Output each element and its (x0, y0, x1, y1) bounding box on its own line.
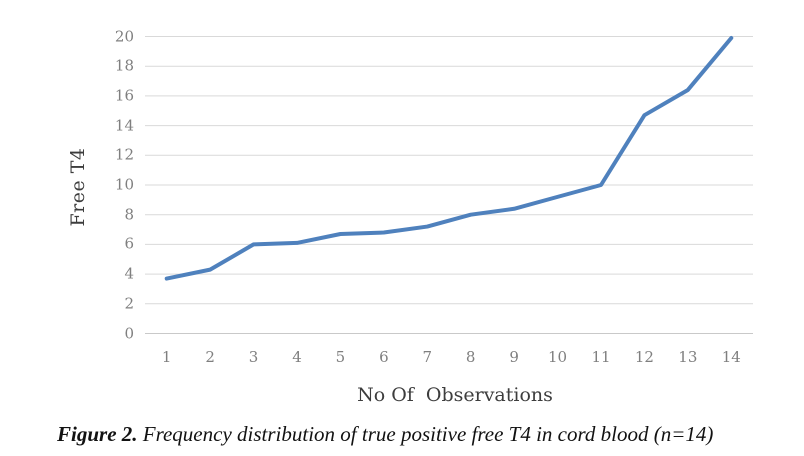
y-tick-label: 0 (124, 324, 134, 342)
x-tick-label: 8 (465, 348, 476, 366)
y-tick-label: 20 (114, 27, 134, 45)
y-tick-label: 16 (114, 86, 134, 105)
data-line-free-t4 (164, 35, 734, 281)
y-tick-label: 2 (124, 294, 134, 313)
x-tick-label: 9 (509, 348, 519, 366)
x-tick-label: 2 (205, 348, 215, 366)
figure-caption: Figure 2. Frequency distribution of true… (57, 422, 787, 447)
x-tick-label: 11 (591, 348, 611, 366)
x-tick-label: 13 (678, 348, 698, 366)
x-tick-label: 4 (292, 348, 302, 366)
x-tick-label: 3 (248, 348, 259, 366)
y-tick-label: 8 (124, 205, 134, 224)
x-tick-label: 12 (634, 348, 654, 366)
x-tick-label: 6 (379, 348, 389, 366)
x-axis-title: No Of Observations (357, 384, 553, 406)
x-tick-label: 5 (335, 348, 346, 366)
y-tick-label: 12 (114, 145, 134, 164)
y-tick-label: 4 (124, 264, 134, 283)
x-tick-label: 10 (548, 348, 568, 366)
figure-caption-label: Figure 2. (57, 422, 138, 446)
y-tick-label: 6 (124, 234, 134, 253)
figure-caption-text: Frequency distribution of true positive … (142, 422, 714, 446)
x-tick-label: 14 (721, 348, 741, 366)
y-tick-label: 18 (114, 56, 134, 75)
y-tick-label: 10 (114, 175, 134, 194)
x-tick-label: 7 (422, 348, 433, 366)
y-tick-label: 14 (114, 116, 134, 135)
x-tick-label: 1 (161, 348, 172, 366)
